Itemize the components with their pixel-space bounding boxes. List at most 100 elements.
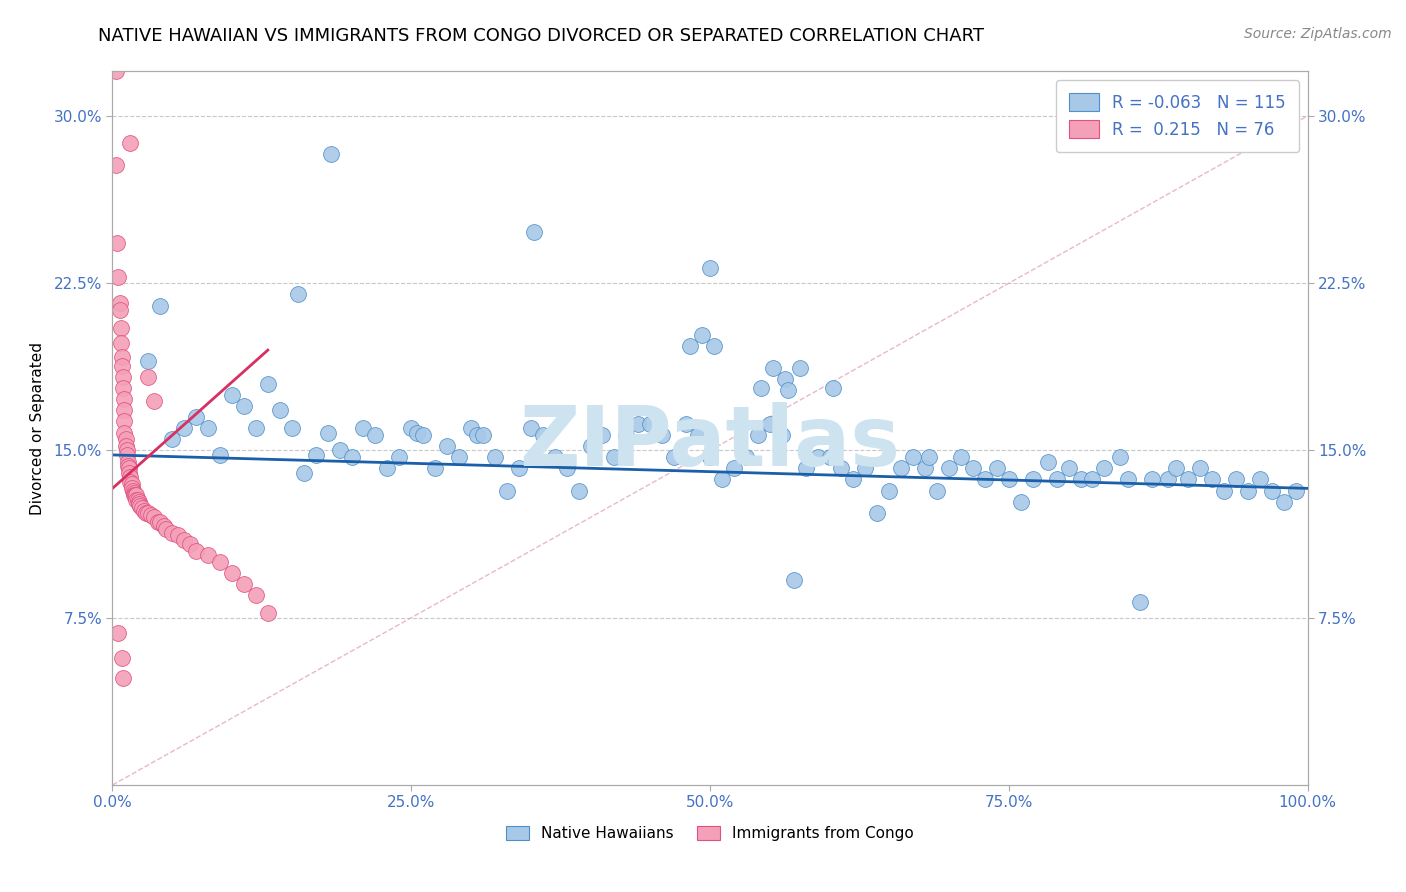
Point [751, 381, 773, 395]
Point [377, 461, 399, 475]
Point [592, 428, 614, 442]
Point [121, 483, 143, 498]
Point [124, 488, 146, 502]
Point [688, 428, 710, 442]
Point [523, 225, 546, 239]
Point [149, 515, 172, 529]
Point [890, 461, 912, 475]
Y-axis label: Divorced or Separated: Divorced or Separated [31, 342, 45, 515]
Point [531, 428, 554, 442]
Point [640, 417, 662, 431]
Point [138, 369, 160, 384]
Point [579, 439, 602, 453]
Point [138, 506, 160, 520]
Point [603, 450, 626, 464]
Point [1010, 494, 1032, 508]
Point [114, 403, 135, 417]
Point [914, 461, 936, 475]
Point [110, 321, 132, 335]
Point [329, 443, 352, 458]
Point [1285, 483, 1308, 498]
Point [1177, 472, 1199, 486]
Point [120, 475, 142, 489]
Point [616, 428, 638, 442]
Point [131, 501, 153, 516]
Point [401, 421, 423, 435]
Point [520, 421, 543, 435]
Point [179, 537, 201, 551]
Point [114, 414, 135, 429]
Point [120, 136, 142, 150]
Point [245, 421, 267, 435]
Point [1225, 472, 1247, 486]
Point [114, 425, 135, 440]
Point [472, 428, 495, 442]
Point [209, 555, 232, 569]
Point [735, 450, 758, 464]
Point [287, 287, 309, 301]
Point [128, 497, 150, 511]
Point [128, 494, 150, 508]
Point [316, 425, 339, 440]
Point [114, 439, 136, 453]
Text: ZIPatlas: ZIPatlas [520, 402, 900, 483]
Point [1166, 461, 1188, 475]
Point [1057, 461, 1080, 475]
Point [775, 372, 797, 386]
Point [782, 573, 804, 587]
Point [112, 381, 135, 395]
Point [484, 450, 506, 464]
Point [257, 376, 280, 391]
Point [759, 417, 782, 431]
Point [111, 359, 134, 373]
Point [1038, 455, 1060, 469]
Point [132, 503, 155, 517]
Point [173, 533, 195, 547]
Point [112, 671, 135, 685]
Point [664, 450, 686, 464]
Point [135, 506, 157, 520]
Point [281, 421, 304, 435]
Point [543, 450, 565, 464]
Point [807, 450, 830, 464]
Point [115, 448, 138, 462]
Point [690, 327, 713, 342]
Point [986, 461, 1008, 475]
Point [770, 428, 793, 442]
Point [233, 577, 256, 591]
Point [927, 483, 949, 498]
Point [855, 461, 877, 475]
Point [105, 236, 128, 251]
Point [186, 544, 208, 558]
Point [146, 515, 169, 529]
Point [143, 394, 166, 409]
Point [340, 450, 363, 464]
Point [762, 361, 785, 376]
Text: NATIVE HAWAIIAN VS IMMIGRANTS FROM CONGO DIVORCED OR SEPARATED CORRELATION CHART: NATIVE HAWAIIAN VS IMMIGRANTS FROM CONGO… [98, 27, 984, 45]
Point [118, 461, 141, 475]
Point [447, 450, 470, 464]
Point [1189, 461, 1212, 475]
Point [221, 387, 243, 401]
Point [460, 421, 482, 435]
Point [675, 417, 697, 431]
Point [111, 651, 134, 665]
Point [269, 403, 291, 417]
Point [1142, 472, 1164, 486]
Point [111, 350, 134, 364]
Point [879, 483, 901, 498]
Point [162, 526, 183, 541]
Point [1249, 472, 1271, 486]
Point [699, 450, 721, 464]
Point [233, 399, 256, 413]
Point [1046, 472, 1069, 486]
Point [425, 461, 447, 475]
Point [138, 354, 160, 368]
Point [465, 428, 488, 442]
Point [110, 336, 132, 351]
Point [436, 439, 458, 453]
Legend: Native Hawaiians, Immigrants from Congo: Native Hawaiians, Immigrants from Congo [499, 818, 921, 848]
Point [129, 500, 152, 514]
Point [221, 566, 243, 581]
Point [167, 528, 190, 542]
